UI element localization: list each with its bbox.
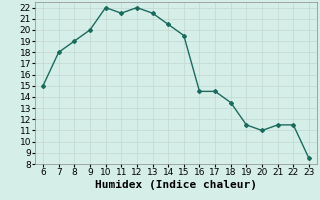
- X-axis label: Humidex (Indice chaleur): Humidex (Indice chaleur): [95, 180, 257, 190]
